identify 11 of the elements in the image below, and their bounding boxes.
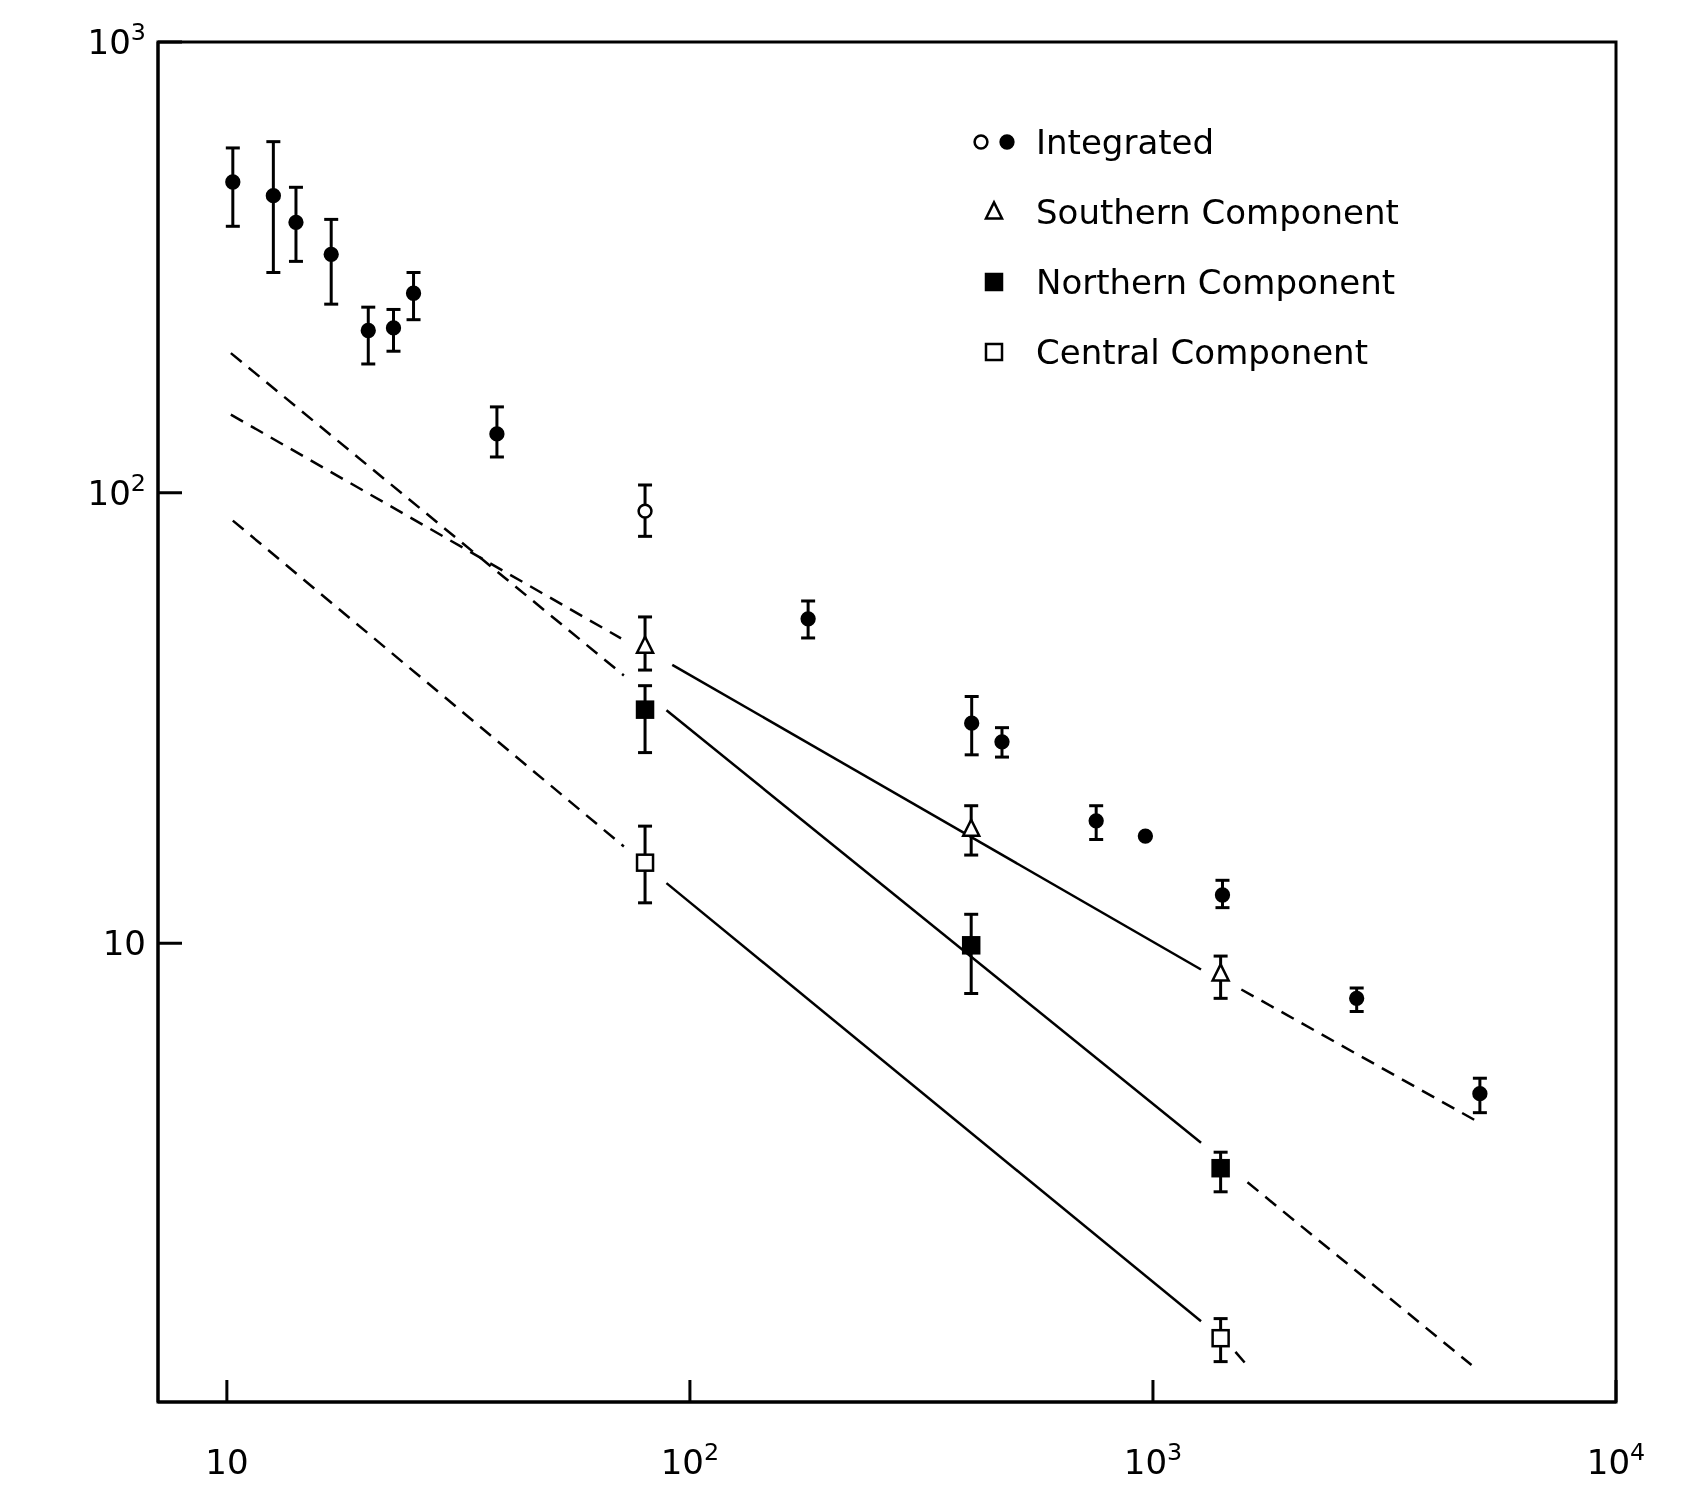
- legend-label: Southern Component: [1036, 192, 1399, 232]
- legend-label: Central Component: [1036, 332, 1368, 372]
- y-tick-label: 10$^{2}$: [87, 468, 146, 513]
- x-tick-label: 10: [205, 1442, 249, 1482]
- y-tick-label: 10$^{3}$: [87, 18, 146, 62]
- y-tick-label: 10: [102, 923, 146, 964]
- x-tick-label: 10$^{4}$: [1586, 1438, 1646, 1482]
- x-tick-label: 10$^{2}$: [660, 1438, 720, 1482]
- legend-label: Integrated: [1036, 122, 1215, 162]
- legend-label: Northern Component: [1036, 262, 1396, 302]
- x-tick-label: 10$^{3}$: [1123, 1438, 1183, 1482]
